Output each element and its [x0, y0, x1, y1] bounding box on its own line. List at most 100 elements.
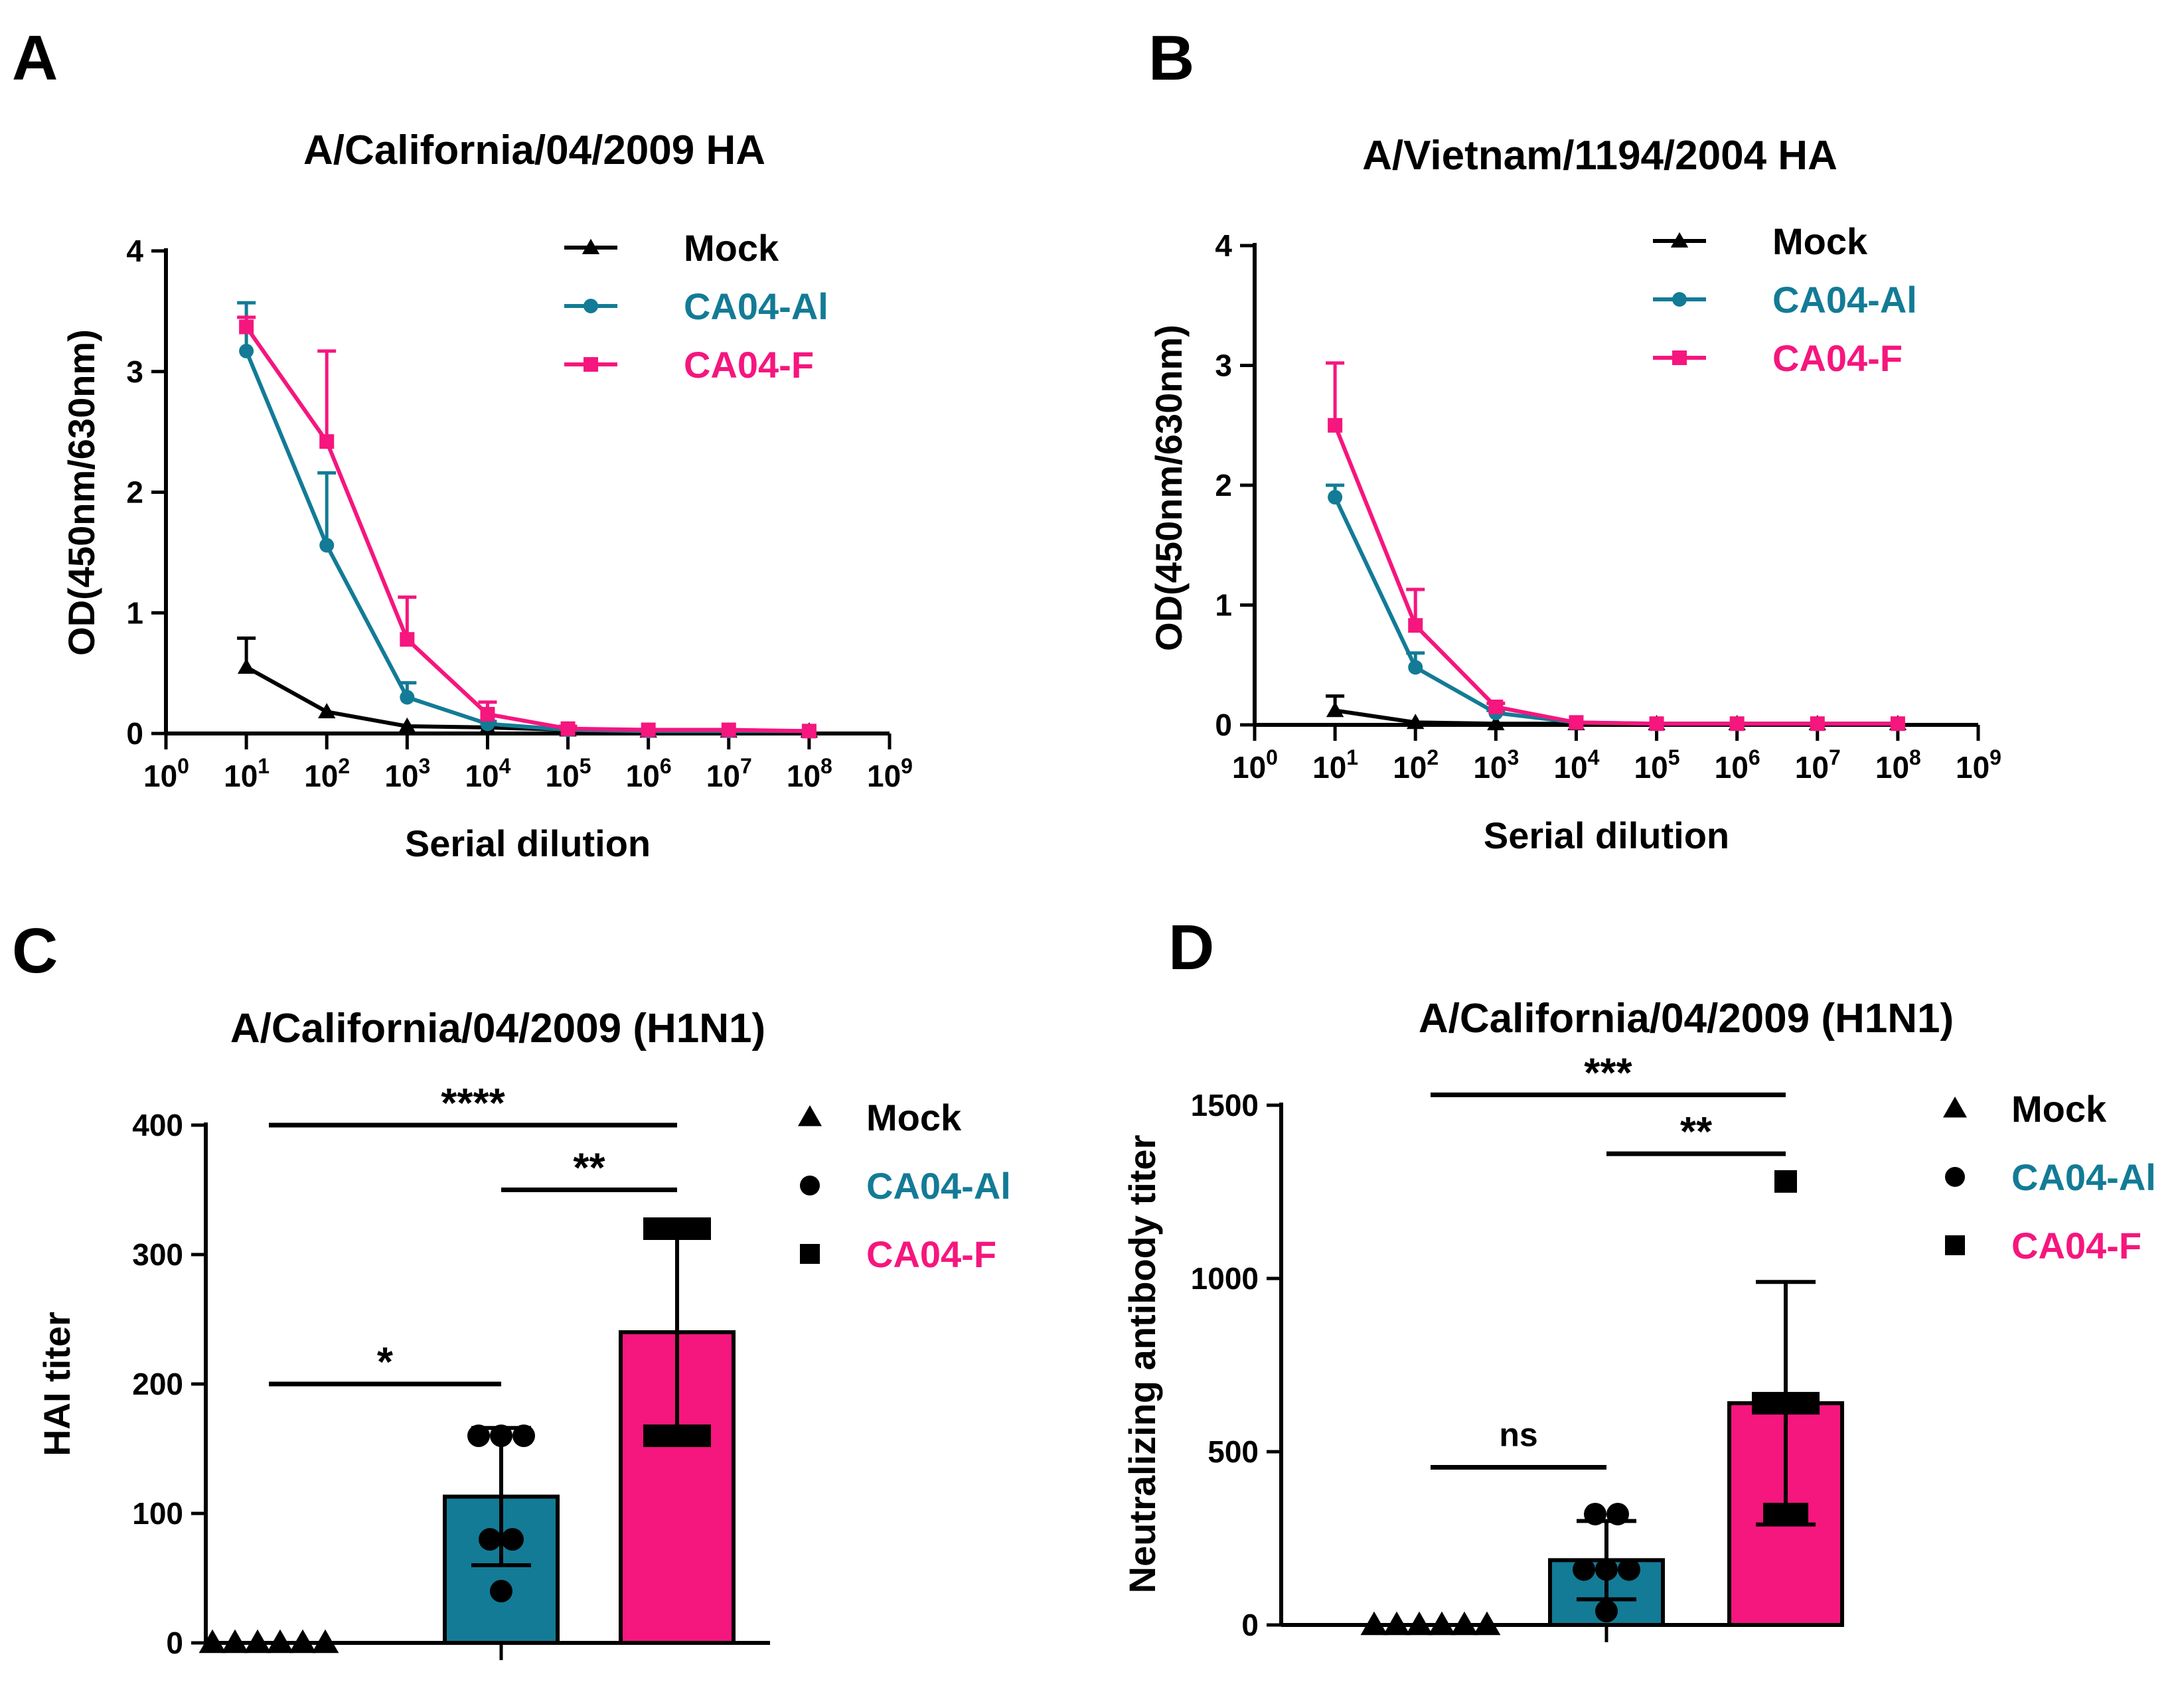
data-point — [266, 1629, 294, 1654]
data-point — [1774, 1391, 1797, 1415]
x-tick-base: 10 — [1634, 750, 1668, 785]
data-point — [560, 721, 576, 736]
bar-group-ca04-f — [1727, 1170, 1844, 1627]
data-point — [398, 717, 416, 733]
x-tick-base: 10 — [1553, 750, 1587, 785]
x-tick-exponent: 2 — [338, 754, 350, 778]
legend-label: CA04-Al — [684, 285, 828, 327]
data-point — [1473, 1611, 1501, 1636]
data-point — [1606, 1502, 1629, 1525]
legend-marker — [1670, 232, 1689, 248]
legend-marker — [582, 238, 600, 254]
x-tick-label: 101 — [224, 754, 270, 793]
x-tick-exponent: 0 — [1266, 745, 1278, 769]
y-axis-label: HAI titer — [36, 1312, 78, 1456]
data-point — [400, 690, 415, 705]
data-point — [1408, 660, 1423, 675]
y-tick-label: 3 — [126, 354, 143, 389]
significance-label: ** — [573, 1146, 605, 1192]
data-point — [643, 1424, 666, 1447]
x-tick-label: 109 — [867, 754, 913, 793]
data-point — [1752, 1391, 1774, 1415]
legend-label: CA04-Al — [1772, 279, 1917, 321]
legend-marker — [800, 1176, 820, 1195]
data-point — [801, 724, 817, 739]
panel-letter: C — [12, 915, 58, 986]
bar-group-mock — [1360, 1611, 1501, 1636]
x-tick-label: 101 — [1312, 745, 1358, 785]
y-tick-label: 100 — [132, 1496, 183, 1531]
data-point — [512, 1424, 535, 1447]
y-tick-label: 1000 — [1191, 1261, 1259, 1296]
data-point — [688, 1217, 711, 1240]
data-point — [1797, 1391, 1820, 1415]
x-axis-label: Serial dilution — [405, 822, 651, 864]
data-point — [490, 1424, 512, 1447]
x-tick-exponent: 7 — [740, 754, 752, 778]
data-point — [1595, 1600, 1618, 1623]
x-tick-exponent: 4 — [1588, 745, 1600, 769]
x-tick-base: 10 — [384, 759, 418, 793]
data-point — [1328, 490, 1343, 505]
data-point — [467, 1424, 490, 1447]
x-tick-exponent: 6 — [1749, 745, 1760, 769]
data-point — [318, 703, 336, 719]
x-tick-base: 10 — [1875, 750, 1909, 785]
legend-marker — [798, 1105, 822, 1126]
data-point — [319, 538, 335, 553]
panel-letter: B — [1148, 23, 1194, 94]
data-point — [1428, 1611, 1456, 1636]
x-tick-exponent: 7 — [1829, 745, 1841, 769]
x-tick-base: 10 — [1795, 750, 1829, 785]
x-tick-label: 103 — [1473, 745, 1519, 785]
x-tick-label: 102 — [1393, 745, 1439, 785]
x-tick-exponent: 8 — [1909, 745, 1921, 769]
legend-label: Mock — [684, 227, 779, 269]
data-point — [1488, 699, 1504, 714]
x-tick-base: 10 — [224, 759, 258, 793]
x-tick-base: 10 — [706, 759, 740, 793]
y-tick-label: 4 — [1215, 228, 1232, 263]
x-tick-base: 10 — [546, 759, 580, 793]
data-point — [1763, 1502, 1786, 1525]
legend-label: CA04-Al — [866, 1165, 1011, 1207]
x-tick-base: 10 — [1956, 750, 1989, 785]
data-point — [1450, 1611, 1478, 1636]
x-tick-base: 10 — [1473, 750, 1507, 785]
data-point — [480, 706, 495, 722]
x-tick-base: 10 — [1312, 750, 1346, 785]
data-point — [1407, 714, 1425, 730]
panel-b: BA/Vietnam/1194/2004 HAOD(450nm/630nm)01… — [1148, 23, 2001, 856]
x-tick-base: 10 — [787, 759, 820, 793]
data-point — [1405, 1611, 1433, 1636]
y-tick-label: 1500 — [1191, 1088, 1259, 1122]
x-tick-base: 10 — [143, 759, 177, 793]
data-point — [1573, 1558, 1595, 1581]
data-point — [400, 632, 415, 647]
series-ca04-f — [1326, 361, 1905, 731]
legend-label: Mock — [2011, 1088, 2107, 1130]
x-tick-label: 105 — [546, 754, 591, 793]
y-tick-label: 500 — [1208, 1434, 1259, 1469]
x-tick-exponent: 3 — [1508, 745, 1520, 769]
data-point — [688, 1424, 711, 1447]
y-tick-label: 0 — [126, 716, 143, 751]
significance-label: ns — [1499, 1416, 1537, 1453]
significance-label: ** — [1680, 1109, 1713, 1155]
y-tick-label: 0 — [1241, 1608, 1259, 1642]
data-point — [641, 722, 656, 737]
data-point — [1569, 715, 1584, 730]
legend-marker — [1945, 1167, 1965, 1187]
x-tick-label: 109 — [1956, 745, 2001, 785]
data-point — [490, 1580, 512, 1602]
x-tick-label: 104 — [465, 754, 510, 793]
significance-label: *** — [1584, 1050, 1632, 1096]
panel-letter: D — [1168, 912, 1214, 983]
data-point — [1729, 716, 1745, 731]
data-point — [1890, 716, 1905, 731]
data-point — [721, 722, 736, 737]
significance-label: **** — [441, 1081, 505, 1126]
data-point — [1810, 716, 1825, 731]
data-point — [1786, 1502, 1808, 1525]
